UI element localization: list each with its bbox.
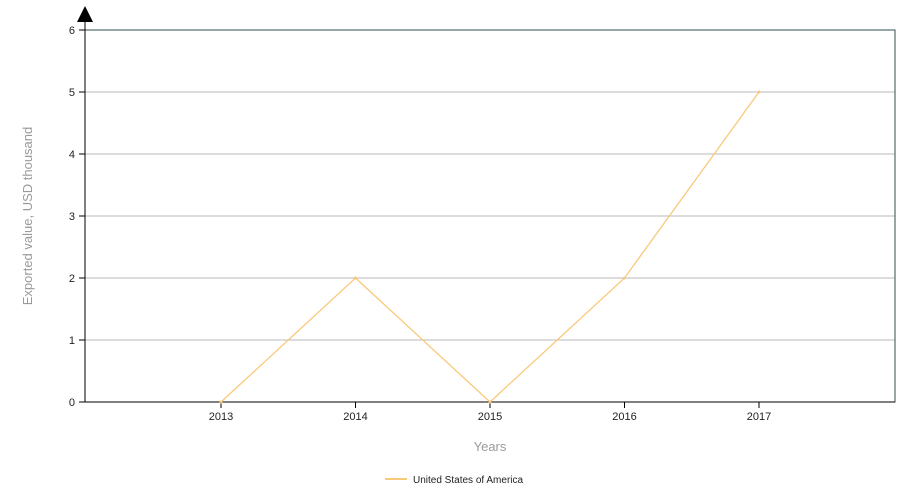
y-axis-title: Exported value, USD thousand (20, 127, 35, 306)
y-tick-label: 6 (69, 25, 75, 37)
data-point (623, 276, 626, 280)
y-tick-label: 3 (69, 211, 75, 223)
y-tick-label: 2 (69, 273, 75, 285)
data-point (354, 276, 357, 280)
series-line (220, 91, 760, 403)
x-tick-label: 2016 (612, 411, 636, 423)
data-point (488, 400, 492, 404)
y-tick-label: 1 (69, 335, 75, 347)
x-tick-label: 2015 (478, 411, 502, 423)
y-tick-label: 5 (69, 87, 75, 99)
x-tick-label: 2014 (343, 411, 367, 423)
y-axis-arrow-icon (77, 6, 93, 22)
y-axis-ticks: 0 1 2 3 4 5 6 (69, 25, 85, 409)
x-axis-ticks: 2013 2014 2015 2016 2017 (209, 402, 771, 423)
series-lines (219, 90, 761, 404)
axes (77, 6, 895, 403)
x-tick-label: 2017 (747, 411, 771, 423)
legend: United States of America (385, 475, 523, 486)
legend-label: United States of America (413, 475, 523, 486)
data-point (757, 90, 761, 94)
x-axis-title: Years (474, 439, 507, 454)
x-tick-label: 2013 (209, 411, 233, 423)
y-tick-label: 4 (69, 149, 75, 161)
y-tick-label: 0 (69, 397, 75, 409)
grid-lines (85, 91, 895, 341)
data-point (219, 400, 223, 404)
